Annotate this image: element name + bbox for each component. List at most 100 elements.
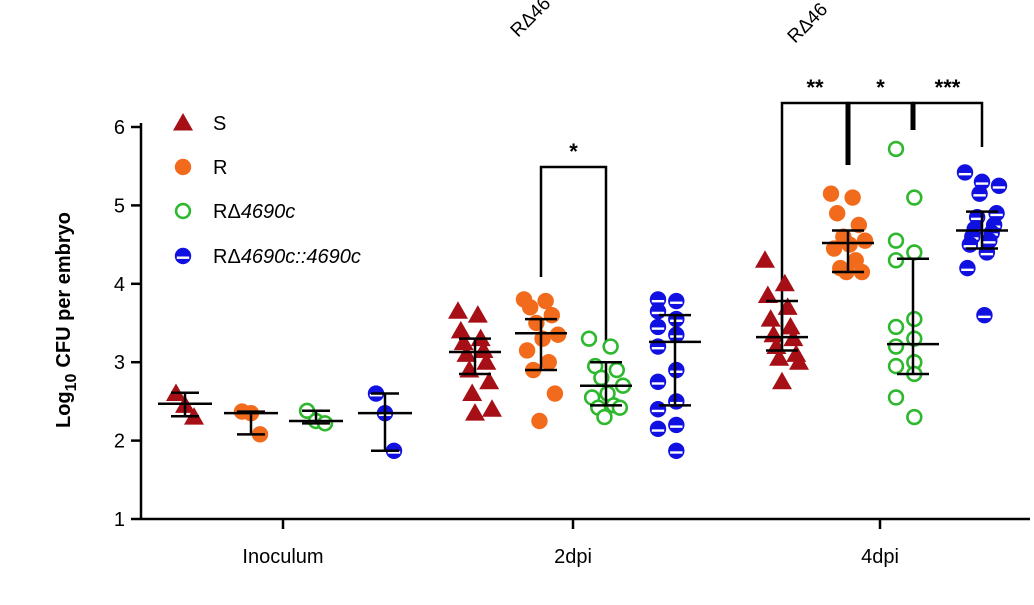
data-point [772,371,792,390]
marker-stripe [990,213,1003,217]
marker-fill [649,303,667,320]
legend-label-prefix: RΔ [213,201,241,223]
marker-fill [976,306,993,324]
data-point [841,236,858,253]
data-point [887,252,905,269]
marker-stripe [651,409,665,413]
data-point [608,361,626,379]
marker-stripe [963,245,977,248]
marker-stripe [176,256,190,259]
x-tick-label: 2dpi [554,546,592,568]
axes: 1 2 3 4 5 6 Inoculum 2dpi 4dpi [114,117,1030,568]
marker-fill [668,361,685,379]
significance-brackets: *** * *** [539,75,984,345]
data-point [668,310,685,328]
data-point [537,292,554,310]
data-point [668,361,685,379]
y-axis-title-main: Log [53,391,75,428]
data-point [518,342,536,359]
marker-stripe [980,252,994,256]
marker-stripe [651,299,665,303]
x-tick-label: Inoculum [242,546,323,568]
top-label: RΔ46 [784,0,832,48]
data-point [850,216,868,234]
data-point [763,324,784,343]
data-point [540,354,557,371]
marker-stripe [973,194,986,197]
y-axis-label: Log10 CFU per embryo [53,212,80,428]
data-point [668,292,685,310]
marker-fill [668,442,685,459]
data-point [476,352,497,370]
marker-stripe [983,241,996,244]
data-point [856,232,874,249]
marker-fill [961,236,979,253]
data-point [602,338,619,355]
marker-stripe [958,172,972,176]
marker-stripe [369,394,383,397]
data-point [961,236,979,253]
y-tick-label: 2 [114,431,125,453]
marker-stripe [670,425,683,428]
legend-marker [174,247,192,265]
y-tick-label: 4 [114,274,125,296]
y-axis-title: Log10 CFU per embryo [53,212,80,428]
data-point [887,338,905,355]
data-point [906,310,923,328]
marker-stripe [651,311,665,315]
marker-fill [668,326,685,343]
data-point [465,403,485,421]
data-point [976,306,993,324]
data-point [887,318,905,336]
data-point [887,232,905,249]
data-point [774,273,795,292]
data-point [649,291,667,308]
marker-fill [668,416,685,434]
legend-label: RΔ4690c [213,201,295,223]
data-point [760,309,781,327]
legend-label-italic: 4690c [241,201,296,223]
data-point [887,357,905,375]
data-point [450,320,471,339]
marker-stripe [978,315,991,319]
data-point [780,316,801,335]
marker-stripe [670,335,683,338]
marker-fill [174,247,192,265]
error-bars [158,210,1008,453]
data-point [611,399,629,416]
marker-stripe [651,327,665,330]
data-point [482,399,502,417]
top-labels: RΔ46 RΔ46 [507,0,832,48]
data-point [789,352,809,370]
data-point [956,164,974,181]
data-point [546,385,564,402]
significance-bracket [846,101,915,165]
y-tick-label: 1 [114,509,125,531]
marker-fill [668,310,685,328]
data-point [549,326,567,343]
data-point [448,301,468,319]
data-point [844,189,861,206]
marker-stripe [651,347,665,350]
marker-stripe [387,451,401,454]
data-point [649,420,667,438]
significance-bracket [911,101,984,147]
data-point [649,318,667,336]
y-axis-title-rest: CFU per embryo [53,212,75,368]
data-point [479,371,500,390]
marker-fill [956,164,974,181]
marker-fill [649,318,667,336]
data-point [906,330,923,347]
data-point [828,205,846,222]
data-point [649,401,667,418]
data-point [534,330,551,347]
legend-entry: S [173,113,226,135]
data-point [757,285,778,304]
data-point [580,330,598,347]
legend-label: RΔ4690c::4690c [213,246,361,268]
data-point [531,412,548,430]
marker-stripe [992,186,1006,189]
data-point [521,299,539,316]
